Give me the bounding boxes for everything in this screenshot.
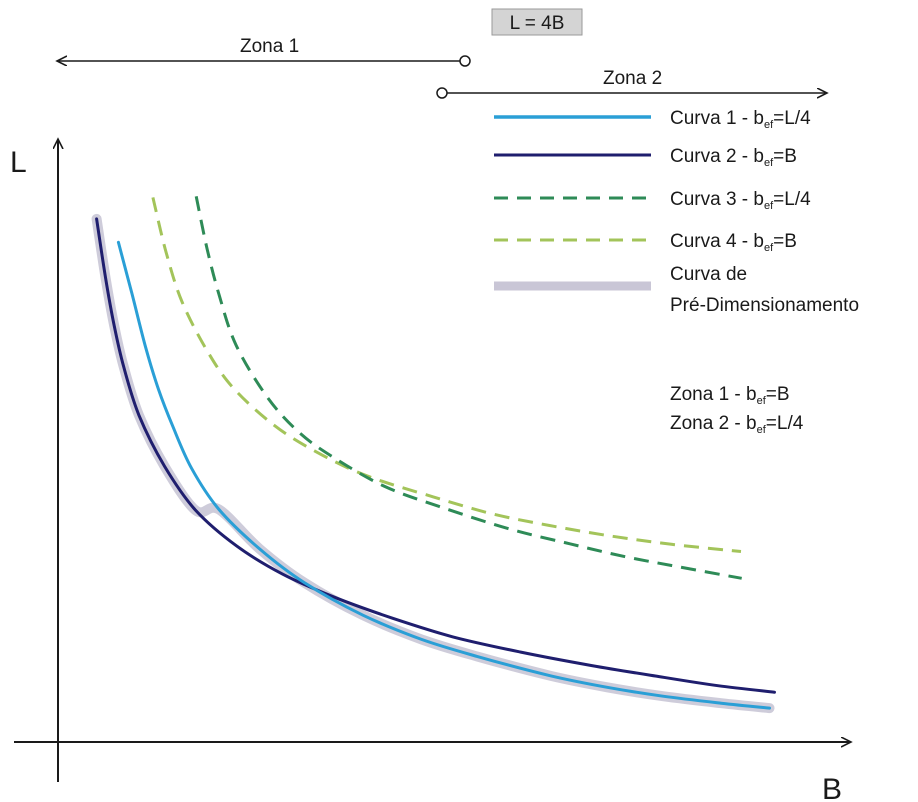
curves-group xyxy=(91,195,776,714)
curve-2-line xyxy=(95,217,776,694)
curve-1-line xyxy=(116,240,771,710)
boundary-label-box xyxy=(491,8,583,36)
legend-label-curve-2: Curva 2 - bef=B xyxy=(670,146,797,169)
legend-label-pre-dimensioning-line1: Curva de xyxy=(670,264,747,285)
zone2-label: Zona 2 xyxy=(603,68,662,89)
zone1-label: Zona 1 xyxy=(240,36,299,57)
legend: Curva 1 - bef=L/4 Curva 2 - bef=B Curva … xyxy=(494,108,859,316)
legend-label-pre-dimensioning-line2: Pré-Dimensionamento xyxy=(670,295,859,316)
zone1-annotation: Zona 1 - bef=B xyxy=(670,384,790,407)
curve-4-line xyxy=(151,197,742,553)
boundary-label: L = 4B xyxy=(510,13,565,34)
pre-dimensioning-curve-line xyxy=(91,213,775,714)
y-axis-label: L xyxy=(10,146,27,179)
legend-label-curve-3: Curva 3 - bef=L/4 xyxy=(670,189,811,212)
x-axis-label: B xyxy=(822,773,842,802)
legend-label-curve-1: Curva 1 - bef=L/4 xyxy=(670,108,811,131)
zone1-arrow-endpoint xyxy=(459,55,471,67)
zone2-annotation: Zona 2 - bef=L/4 xyxy=(670,413,804,436)
legend-label-curve-4: Curva 4 - bef=B xyxy=(670,231,797,254)
curve-3-line xyxy=(194,195,742,580)
zone2-arrow-endpoint xyxy=(436,87,448,99)
